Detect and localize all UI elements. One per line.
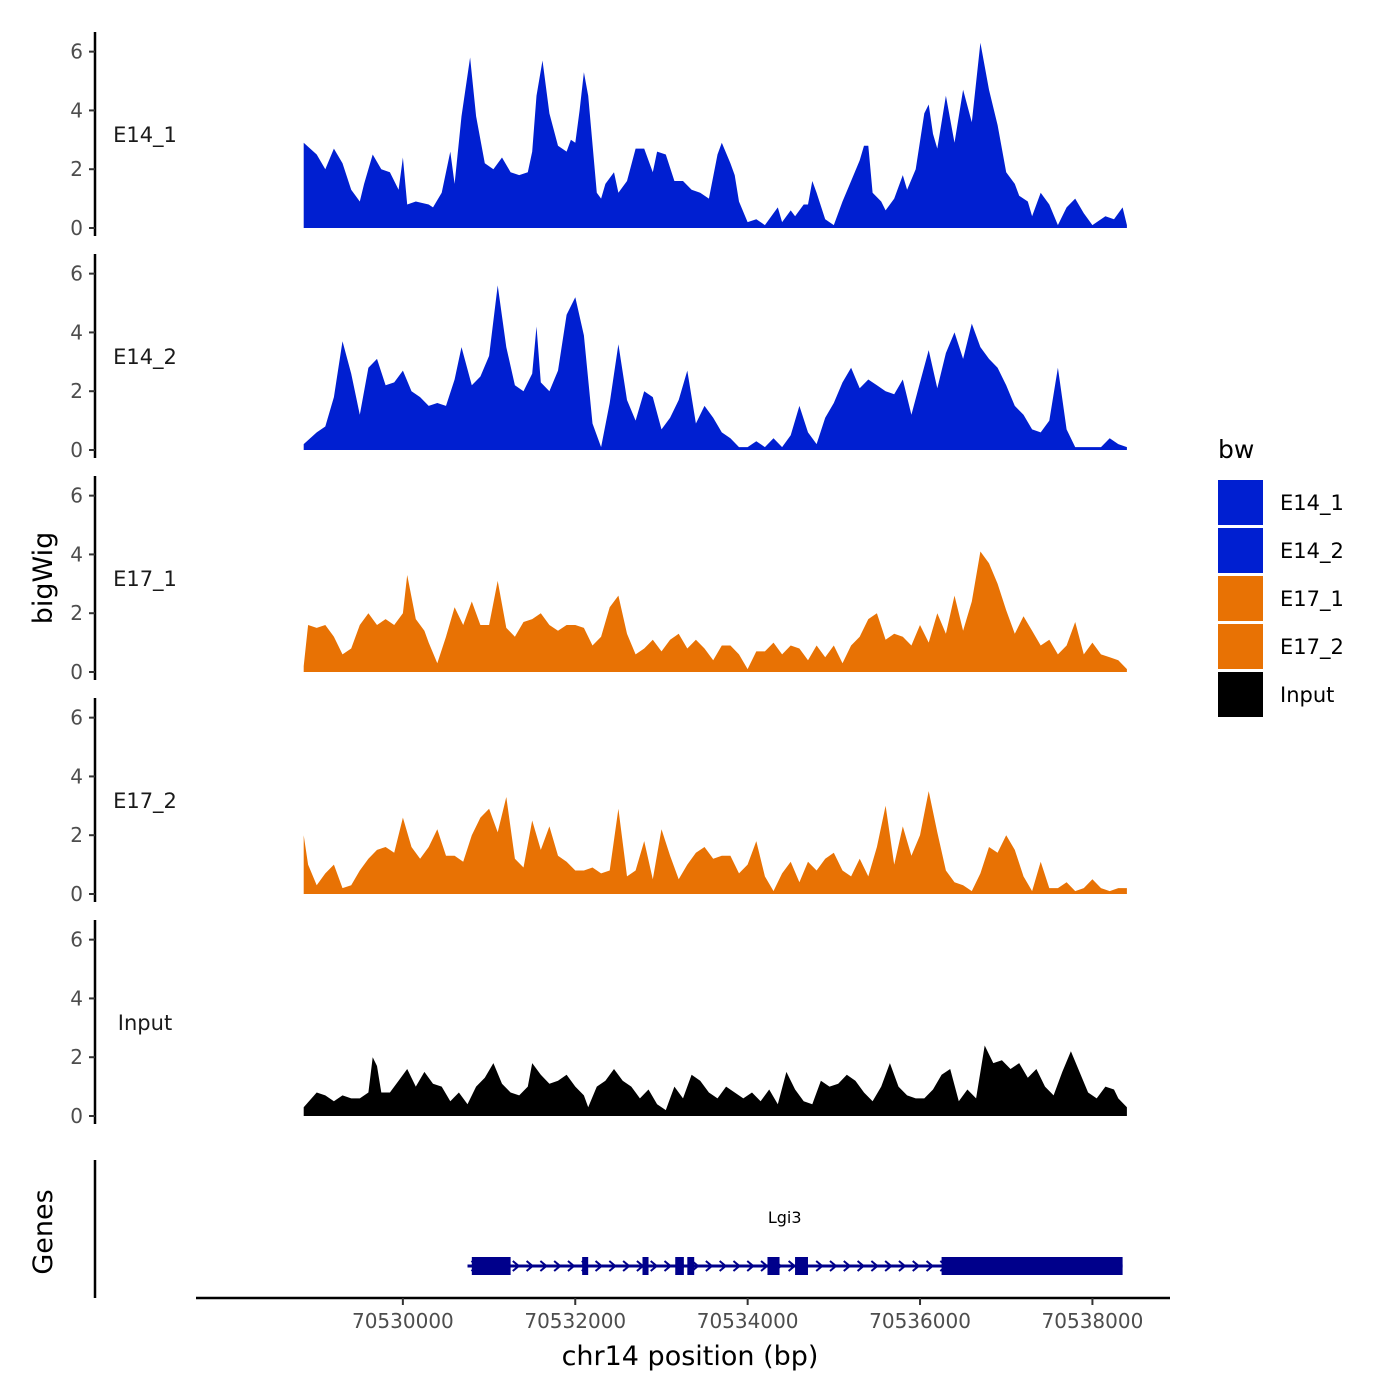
y-tick-label: 6 — [70, 40, 83, 64]
x-tick-label: 70538000 — [1042, 1309, 1144, 1333]
coverage-area-E17_1 — [303, 551, 1127, 672]
x-tick-label: 70534000 — [697, 1309, 799, 1333]
y-tick-label: 6 — [70, 928, 83, 952]
legend-label-E14_2: E14_2 — [1280, 539, 1344, 564]
track-label: E14_1 — [113, 123, 177, 148]
track-panel-Input: 0 2 4 6 Input — [70, 920, 1127, 1128]
legend-swatch-E14_1 — [1218, 480, 1263, 525]
legend-label-E17_1: E17_1 — [1280, 587, 1344, 612]
y-axis-title: bigWig — [28, 532, 59, 625]
strand-arrow — [553, 1260, 562, 1272]
strand-arrow — [539, 1260, 548, 1272]
x-axis: 70530000 70532000 70534000 70536000 70538000 — [196, 1296, 1170, 1333]
legend-swatch-Input — [1218, 672, 1263, 717]
y-tick-label: 2 — [70, 157, 83, 181]
track-panel-E17_2: 0 2 4 6 E17_2 — [70, 698, 1127, 906]
y-tick-label: 4 — [70, 320, 83, 344]
strand-arrow — [622, 1260, 631, 1272]
track-panels: 0 2 4 6 E14_1 0 2 4 6 E14_2 0 2 4 6 E17_1 0 2 4 6 E17_2 0 2 4 6… — [70, 32, 1127, 1128]
y-tick-label: 6 — [70, 484, 83, 508]
strand-arrow — [594, 1260, 604, 1272]
strand-arrow — [760, 1260, 769, 1272]
x-tick-label: 70536000 — [869, 1309, 971, 1333]
strand-arrow — [843, 1260, 852, 1272]
track-panel-E14_2: 0 2 4 6 E14_2 — [70, 254, 1127, 462]
strand-arrow — [870, 1260, 879, 1272]
legend-label-E14_1: E14_1 — [1280, 491, 1344, 516]
y-tick-label: 0 — [70, 882, 83, 906]
strand-arrow — [663, 1260, 673, 1272]
y-tick-label: 2 — [70, 601, 83, 625]
legend-label-Input: Input — [1280, 683, 1334, 707]
strand-arrow — [525, 1260, 535, 1272]
coverage-area-Input — [303, 1045, 1127, 1116]
strand-arrow — [746, 1260, 755, 1272]
x-axis-title: chr14 position (bp) — [562, 1341, 819, 1372]
y-tick-label: 4 — [70, 542, 83, 566]
strand-arrow — [719, 1260, 728, 1272]
gene-exon — [687, 1257, 695, 1275]
genes-panel: Lgi3 — [93, 1160, 1123, 1298]
y-tick-label: 0 — [70, 1104, 83, 1128]
gene-exon — [767, 1257, 780, 1275]
strand-arrow — [732, 1260, 742, 1272]
track-label: E17_2 — [113, 789, 177, 814]
genes-axis-title: Genes — [28, 1189, 59, 1274]
gene-exon — [642, 1257, 649, 1275]
y-tick-label: 2 — [70, 823, 83, 847]
strand-arrow — [912, 1260, 921, 1272]
coverage-area-E14_1 — [303, 42, 1127, 228]
x-tick-label: 70530000 — [352, 1309, 454, 1333]
gene-exon — [675, 1257, 684, 1275]
strand-arrow — [898, 1260, 907, 1272]
legend-swatch-E17_2 — [1218, 624, 1263, 669]
legend-swatch-E17_1 — [1218, 576, 1263, 621]
track-panel-E17_1: 0 2 4 6 E17_1 — [70, 476, 1127, 684]
strand-arrow — [856, 1260, 866, 1272]
gene-exon — [471, 1257, 511, 1275]
coverage-area-E14_2 — [303, 285, 1127, 450]
strand-arrow — [512, 1260, 521, 1272]
x-tick-label: 70532000 — [524, 1309, 626, 1333]
strand-arrow — [567, 1260, 576, 1272]
track-label: E14_2 — [113, 345, 177, 370]
strand-arrow — [705, 1260, 714, 1272]
gene-label: Lgi3 — [768, 1208, 802, 1227]
strand-arrow — [650, 1260, 659, 1272]
y-tick-label: 4 — [70, 98, 83, 122]
y-tick-label: 2 — [70, 379, 83, 403]
legend-title: bw — [1218, 435, 1254, 464]
legend-swatch-E14_2 — [1218, 528, 1263, 573]
track-label: E17_1 — [113, 567, 177, 592]
y-tick-label: 6 — [70, 706, 83, 730]
strand-arrow — [884, 1260, 893, 1272]
gene-exon — [582, 1257, 589, 1275]
gene-exon — [941, 1257, 1123, 1275]
strand-arrow — [815, 1260, 824, 1272]
y-tick-label: 0 — [70, 438, 83, 462]
legend-label-E17_2: E17_2 — [1280, 635, 1344, 660]
y-tick-label: 4 — [70, 986, 83, 1010]
coverage-area-E17_2 — [303, 791, 1127, 894]
y-tick-label: 0 — [70, 216, 83, 240]
y-tick-label: 0 — [70, 660, 83, 684]
track-label: Input — [118, 1011, 172, 1035]
strand-arrow — [829, 1260, 838, 1272]
y-tick-label: 2 — [70, 1045, 83, 1069]
strand-arrow — [787, 1260, 797, 1272]
strand-arrow — [925, 1260, 935, 1272]
gene-exon — [795, 1257, 808, 1275]
legend: bw E14_1 E14_2 E17_1 E17_2 Input — [1218, 435, 1344, 717]
track-panel-E14_1: 0 2 4 6 E14_1 — [70, 32, 1127, 240]
y-tick-label: 4 — [70, 764, 83, 788]
strand-arrow — [608, 1260, 617, 1272]
y-tick-label: 6 — [70, 262, 83, 286]
